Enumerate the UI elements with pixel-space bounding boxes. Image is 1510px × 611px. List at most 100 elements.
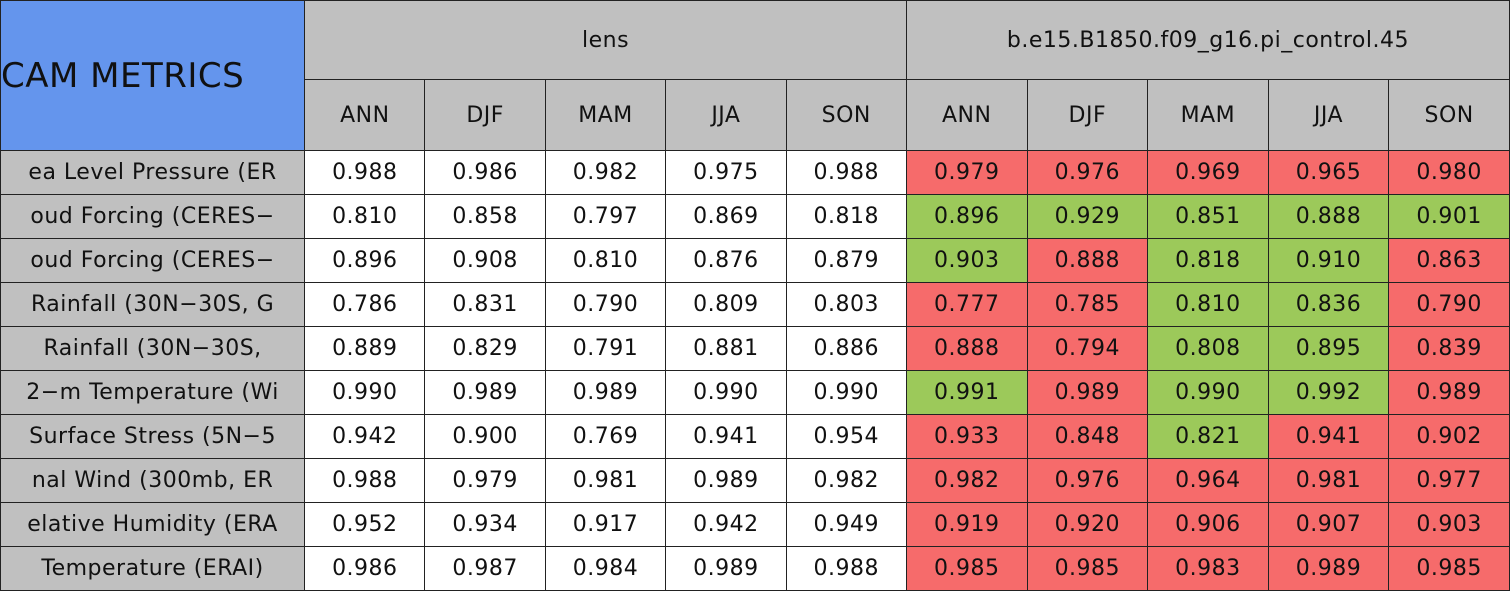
value-cell: 0.836	[1267, 282, 1390, 327]
season-header: MAM	[544, 79, 667, 151]
value-cell: 0.777	[905, 282, 1028, 327]
season-header: SON	[785, 79, 907, 151]
value-cell: 0.888	[905, 326, 1028, 371]
row-label: ea Level Pressure (ER	[0, 150, 306, 195]
value-cell: 0.990	[304, 370, 426, 415]
value-cell: 0.831	[424, 282, 546, 327]
data-row: oud Forcing (CERES− 0.896 0.908 0.810 0.876 0…	[0, 238, 1510, 283]
value-cell: 0.790	[544, 282, 667, 327]
value-cell: 0.988	[785, 546, 907, 591]
value-cell: 0.982	[905, 458, 1028, 503]
value-cell: 0.992	[1267, 370, 1390, 415]
value-cell: 0.941	[665, 414, 787, 459]
value-cell: 0.858	[424, 194, 546, 239]
value-cell: 0.989	[544, 370, 667, 415]
value-cell: 0.934	[424, 502, 546, 547]
value-cell: 0.989	[665, 458, 787, 503]
data-row: Rainfall (30N−30S, 0.889 0.829 0.791 0.881 0.…	[0, 326, 1510, 371]
value-cell: 0.942	[304, 414, 426, 459]
value-cell: 0.981	[1267, 458, 1390, 503]
value-cell: 0.991	[905, 370, 1028, 415]
season-header: DJF	[1026, 79, 1149, 151]
season-header: ANN	[304, 79, 426, 151]
value-cell: 0.809	[665, 282, 787, 327]
row-label: Surface Stress (5N−5	[0, 414, 306, 459]
value-cell: 0.976	[1026, 458, 1149, 503]
value-cell: 0.910	[1267, 238, 1390, 283]
value-cell: 0.989	[1388, 370, 1510, 415]
group-header: lens	[304, 0, 907, 80]
value-cell: 0.818	[1147, 238, 1269, 283]
value-cell: 0.908	[424, 238, 546, 283]
value-cell: 0.976	[1026, 150, 1149, 195]
table-body: ea Level Pressure (ER 0.988 0.986 0.982 0.97…	[0, 150, 1510, 591]
value-cell: 0.903	[905, 238, 1028, 283]
value-cell: 0.965	[1267, 150, 1390, 195]
value-cell: 0.803	[785, 282, 907, 327]
value-cell: 0.949	[785, 502, 907, 547]
value-cell: 0.797	[544, 194, 667, 239]
value-cell: 0.975	[665, 150, 787, 195]
group-header: b.e15.B1850.f09_g16.pi_control.45	[905, 0, 1510, 80]
value-cell: 0.829	[424, 326, 546, 371]
value-cell: 0.990	[1147, 370, 1269, 415]
value-cell: 0.791	[544, 326, 667, 371]
value-cell: 0.879	[785, 238, 907, 283]
value-cell: 0.919	[905, 502, 1028, 547]
row-label: oud Forcing (CERES−	[0, 238, 306, 283]
data-row: 2−m Temperature (Wi 0.990 0.989 0.989 0.990 0…	[0, 370, 1510, 415]
value-cell: 0.989	[424, 370, 546, 415]
table-title: CAM METRICS	[0, 0, 306, 151]
data-row: ea Level Pressure (ER 0.988 0.986 0.982 0.97…	[0, 150, 1510, 195]
value-cell: 0.985	[1026, 546, 1149, 591]
season-header: JJA	[665, 79, 787, 151]
value-cell: 0.901	[1388, 194, 1510, 239]
value-cell: 0.964	[1147, 458, 1269, 503]
value-cell: 0.989	[1026, 370, 1149, 415]
value-cell: 0.920	[1026, 502, 1149, 547]
value-cell: 0.985	[905, 546, 1028, 591]
value-cell: 0.990	[785, 370, 907, 415]
value-cell: 0.810	[1147, 282, 1269, 327]
data-row: Surface Stress (5N−5 0.942 0.900 0.769 0.941…	[0, 414, 1510, 459]
table-head: CAM METRICS lens b.e15.B1850.f09_g16.pi_c…	[0, 0, 1510, 151]
value-cell: 0.902	[1388, 414, 1510, 459]
value-cell: 0.989	[665, 546, 787, 591]
value-cell: 0.810	[544, 238, 667, 283]
value-cell: 0.769	[544, 414, 667, 459]
value-cell: 0.982	[785, 458, 907, 503]
value-cell: 0.888	[1026, 238, 1149, 283]
value-cell: 0.888	[1267, 194, 1390, 239]
value-cell: 0.954	[785, 414, 907, 459]
value-cell: 0.790	[1388, 282, 1510, 327]
value-cell: 0.941	[1267, 414, 1390, 459]
row-label: elative Humidity (ERA	[0, 502, 306, 547]
season-header: MAM	[1147, 79, 1269, 151]
row-label: 2−m Temperature (Wi	[0, 370, 306, 415]
header-row: CAM METRICS lens b.e15.B1850.f09_g16.pi_c…	[0, 0, 1510, 151]
metrics-table: CAM METRICS lens b.e15.B1850.f09_g16.pi_c…	[0, 0, 1510, 591]
data-row: oud Forcing (CERES− 0.810 0.858 0.797 0.869 0…	[0, 194, 1510, 239]
data-row: Temperature (ERAI) 0.986 0.987 0.984 0.989 0.…	[0, 546, 1510, 591]
value-cell: 0.896	[905, 194, 1028, 239]
value-cell: 0.977	[1388, 458, 1510, 503]
value-cell: 0.981	[544, 458, 667, 503]
value-cell: 0.818	[785, 194, 907, 239]
value-cell: 0.786	[304, 282, 426, 327]
value-cell: 0.933	[905, 414, 1028, 459]
row-label: nal Wind (300mb, ER	[0, 458, 306, 503]
value-cell: 0.984	[544, 546, 667, 591]
value-cell: 0.876	[665, 238, 787, 283]
row-label: Rainfall (30N−30S,	[0, 326, 306, 371]
value-cell: 0.952	[304, 502, 426, 547]
data-row: elative Humidity (ERA 0.952 0.934 0.917 0.94…	[0, 502, 1510, 547]
value-cell: 0.848	[1026, 414, 1149, 459]
value-cell: 0.785	[1026, 282, 1149, 327]
row-label: Rainfall (30N−30S, G	[0, 282, 306, 327]
value-cell: 0.863	[1388, 238, 1510, 283]
data-row: nal Wind (300mb, ER 0.988 0.979 0.981 0.989 0…	[0, 458, 1510, 503]
season-header: DJF	[424, 79, 546, 151]
value-cell: 0.900	[424, 414, 546, 459]
value-cell: 0.821	[1147, 414, 1269, 459]
